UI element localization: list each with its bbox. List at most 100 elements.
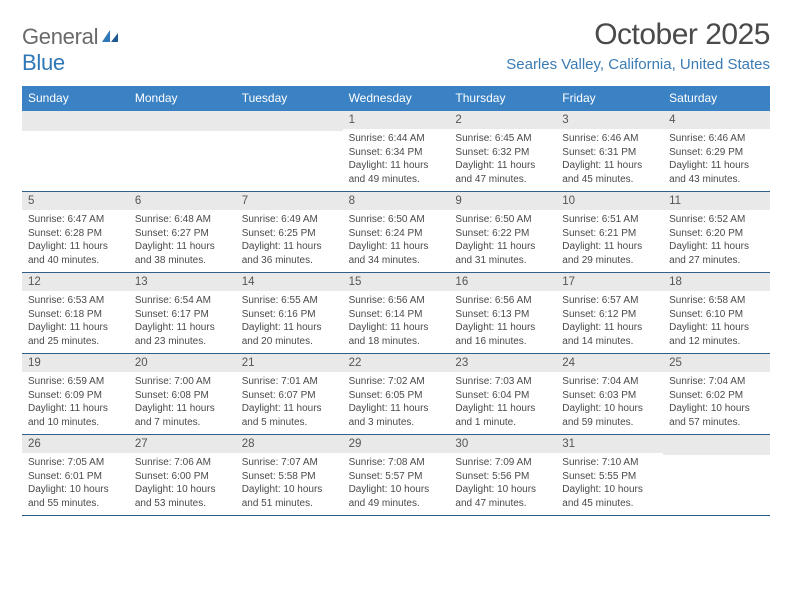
day-detail: Sunrise: 7:01 AMSunset: 6:07 PMDaylight:… xyxy=(236,372,343,434)
day-detail: Sunrise: 6:55 AMSunset: 6:16 PMDaylight:… xyxy=(236,291,343,353)
calendar-week: 26Sunrise: 7:05 AMSunset: 6:01 PMDayligh… xyxy=(22,435,770,516)
sunset-text: Sunset: 6:20 PM xyxy=(669,227,764,241)
weekday-label: Friday xyxy=(556,86,663,111)
title-block: October 2025 Searles Valley, California,… xyxy=(506,18,770,73)
daylight-text: Daylight: 11 hours and 5 minutes. xyxy=(242,402,337,429)
daylight-text: Daylight: 10 hours and 57 minutes. xyxy=(669,402,764,429)
day-detail: Sunrise: 6:49 AMSunset: 6:25 PMDaylight:… xyxy=(236,210,343,272)
calendar-cell: 27Sunrise: 7:06 AMSunset: 6:00 PMDayligh… xyxy=(129,435,236,515)
sunset-text: Sunset: 5:57 PM xyxy=(349,470,444,484)
sunset-text: Sunset: 6:00 PM xyxy=(135,470,230,484)
calendar-week: 1Sunrise: 6:44 AMSunset: 6:34 PMDaylight… xyxy=(22,111,770,192)
day-number: 6 xyxy=(129,192,236,210)
weekday-header: Sunday Monday Tuesday Wednesday Thursday… xyxy=(22,86,770,111)
day-number: 5 xyxy=(22,192,129,210)
day-detail: Sunrise: 6:48 AMSunset: 6:27 PMDaylight:… xyxy=(129,210,236,272)
sunset-text: Sunset: 6:18 PM xyxy=(28,308,123,322)
day-detail: Sunrise: 6:46 AMSunset: 6:29 PMDaylight:… xyxy=(663,129,770,191)
day-detail: Sunrise: 7:07 AMSunset: 5:58 PMDaylight:… xyxy=(236,453,343,515)
calendar-cell: 11Sunrise: 6:52 AMSunset: 6:20 PMDayligh… xyxy=(663,192,770,272)
sunrise-text: Sunrise: 7:10 AM xyxy=(562,456,657,470)
calendar-page: General Blue October 2025 Searles Valley… xyxy=(0,0,792,526)
daylight-text: Daylight: 11 hours and 1 minute. xyxy=(455,402,550,429)
calendar-cell: 5Sunrise: 6:47 AMSunset: 6:28 PMDaylight… xyxy=(22,192,129,272)
sunrise-text: Sunrise: 6:48 AM xyxy=(135,213,230,227)
weekday-label: Wednesday xyxy=(343,86,450,111)
calendar-cell: 23Sunrise: 7:03 AMSunset: 6:04 PMDayligh… xyxy=(449,354,556,434)
daylight-text: Daylight: 10 hours and 55 minutes. xyxy=(28,483,123,510)
calendar-cell: 9Sunrise: 6:50 AMSunset: 6:22 PMDaylight… xyxy=(449,192,556,272)
sunrise-text: Sunrise: 6:45 AM xyxy=(455,132,550,146)
calendar-cell: 6Sunrise: 6:48 AMSunset: 6:27 PMDaylight… xyxy=(129,192,236,272)
sunset-text: Sunset: 6:17 PM xyxy=(135,308,230,322)
day-number: 25 xyxy=(663,354,770,372)
day-number: 15 xyxy=(343,273,450,291)
sunset-text: Sunset: 6:16 PM xyxy=(242,308,337,322)
sunset-text: Sunset: 6:21 PM xyxy=(562,227,657,241)
daylight-text: Daylight: 11 hours and 47 minutes. xyxy=(455,159,550,186)
day-detail: Sunrise: 7:04 AMSunset: 6:03 PMDaylight:… xyxy=(556,372,663,434)
sunrise-text: Sunrise: 7:09 AM xyxy=(455,456,550,470)
day-number: 3 xyxy=(556,111,663,129)
day-detail: Sunrise: 6:50 AMSunset: 6:22 PMDaylight:… xyxy=(449,210,556,272)
daylight-text: Daylight: 11 hours and 3 minutes. xyxy=(349,402,444,429)
day-number xyxy=(236,111,343,131)
sunset-text: Sunset: 6:02 PM xyxy=(669,389,764,403)
daylight-text: Daylight: 11 hours and 18 minutes. xyxy=(349,321,444,348)
day-number: 14 xyxy=(236,273,343,291)
sunrise-text: Sunrise: 6:54 AM xyxy=(135,294,230,308)
calendar-week: 12Sunrise: 6:53 AMSunset: 6:18 PMDayligh… xyxy=(22,273,770,354)
day-number: 19 xyxy=(22,354,129,372)
calendar-cell: 10Sunrise: 6:51 AMSunset: 6:21 PMDayligh… xyxy=(556,192,663,272)
calendar-cell: 3Sunrise: 6:46 AMSunset: 6:31 PMDaylight… xyxy=(556,111,663,191)
calendar-cell: 2Sunrise: 6:45 AMSunset: 6:32 PMDaylight… xyxy=(449,111,556,191)
calendar-cell: 25Sunrise: 7:04 AMSunset: 6:02 PMDayligh… xyxy=(663,354,770,434)
daylight-text: Daylight: 11 hours and 31 minutes. xyxy=(455,240,550,267)
daylight-text: Daylight: 11 hours and 23 minutes. xyxy=(135,321,230,348)
daylight-text: Daylight: 11 hours and 12 minutes. xyxy=(669,321,764,348)
day-number: 12 xyxy=(22,273,129,291)
brand-word-2: Blue xyxy=(22,50,65,75)
day-number xyxy=(22,111,129,131)
calendar-cell: 15Sunrise: 6:56 AMSunset: 6:14 PMDayligh… xyxy=(343,273,450,353)
day-detail: Sunrise: 7:05 AMSunset: 6:01 PMDaylight:… xyxy=(22,453,129,515)
sunrise-text: Sunrise: 6:50 AM xyxy=(455,213,550,227)
day-number: 20 xyxy=(129,354,236,372)
day-detail: Sunrise: 7:00 AMSunset: 6:08 PMDaylight:… xyxy=(129,372,236,434)
day-number xyxy=(663,435,770,455)
sunrise-text: Sunrise: 7:08 AM xyxy=(349,456,444,470)
day-number: 27 xyxy=(129,435,236,453)
sunrise-text: Sunrise: 7:02 AM xyxy=(349,375,444,389)
sunset-text: Sunset: 6:05 PM xyxy=(349,389,444,403)
sunrise-text: Sunrise: 7:04 AM xyxy=(562,375,657,389)
sunset-text: Sunset: 6:24 PM xyxy=(349,227,444,241)
day-detail: Sunrise: 7:08 AMSunset: 5:57 PMDaylight:… xyxy=(343,453,450,515)
calendar-cell xyxy=(236,111,343,191)
day-number: 1 xyxy=(343,111,450,129)
calendar-cell: 30Sunrise: 7:09 AMSunset: 5:56 PMDayligh… xyxy=(449,435,556,515)
sunset-text: Sunset: 5:56 PM xyxy=(455,470,550,484)
sunrise-text: Sunrise: 6:57 AM xyxy=(562,294,657,308)
daylight-text: Daylight: 11 hours and 7 minutes. xyxy=(135,402,230,429)
daylight-text: Daylight: 11 hours and 36 minutes. xyxy=(242,240,337,267)
sunset-text: Sunset: 6:03 PM xyxy=(562,389,657,403)
day-number: 16 xyxy=(449,273,556,291)
calendar-cell: 29Sunrise: 7:08 AMSunset: 5:57 PMDayligh… xyxy=(343,435,450,515)
sunset-text: Sunset: 6:29 PM xyxy=(669,146,764,160)
sunrise-text: Sunrise: 6:46 AM xyxy=(669,132,764,146)
calendar-week: 19Sunrise: 6:59 AMSunset: 6:09 PMDayligh… xyxy=(22,354,770,435)
calendar-cell: 13 Sunrise: 6:54 AMSunset: 6:17 PMDayligh… xyxy=(129,273,236,353)
sunset-text: Sunset: 6:13 PM xyxy=(455,308,550,322)
day-number: 4 xyxy=(663,111,770,129)
day-number: 29 xyxy=(343,435,450,453)
daylight-text: Daylight: 11 hours and 16 minutes. xyxy=(455,321,550,348)
weekday-label: Sunday xyxy=(22,86,129,111)
day-number: 30 xyxy=(449,435,556,453)
day-detail: Sunrise: 6:57 AMSunset: 6:12 PMDaylight:… xyxy=(556,291,663,353)
day-detail: Sunrise: 6:56 AMSunset: 6:13 PMDaylight:… xyxy=(449,291,556,353)
day-number: 18 xyxy=(663,273,770,291)
day-number: 8 xyxy=(343,192,450,210)
weeks-container: 1Sunrise: 6:44 AMSunset: 6:34 PMDaylight… xyxy=(22,111,770,516)
day-number: 13 xyxy=(129,273,236,291)
daylight-text: Daylight: 10 hours and 59 minutes. xyxy=(562,402,657,429)
